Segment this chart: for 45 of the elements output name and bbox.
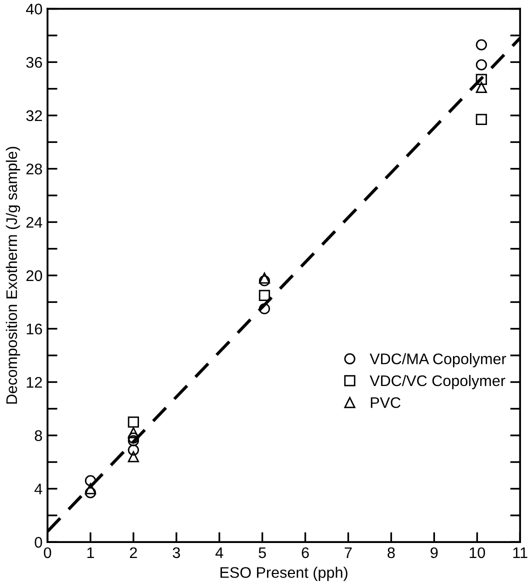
y-tick-label: 24 <box>26 216 42 228</box>
legend-label: PVC <box>370 397 400 408</box>
y-tick-label: 36 <box>26 56 42 68</box>
x-tick-label: 6 <box>302 547 309 558</box>
point <box>128 416 139 428</box>
y-axis-title: Decomposition Exotherm (J/g sample) <box>6 146 20 404</box>
y-tick-label: 40 <box>26 4 42 14</box>
point <box>258 275 270 286</box>
point <box>128 444 139 456</box>
y-tick-label: 8 <box>34 430 42 442</box>
x-tick-label: 0 <box>44 547 52 558</box>
x-tick-label: 5 <box>258 547 266 558</box>
point <box>84 487 96 498</box>
point <box>84 475 96 486</box>
point <box>258 290 270 301</box>
x-tick-label: 10 <box>470 547 486 558</box>
x-axis-title: ESO Present (pph) <box>220 566 348 581</box>
legend-label: VDC/MA Copolymer <box>370 353 506 368</box>
y-tick-label: 32 <box>26 110 42 122</box>
point <box>476 39 487 50</box>
point <box>128 427 139 438</box>
y-tick-label: 12 <box>26 376 42 388</box>
x-tick-label: 9 <box>430 547 438 558</box>
point <box>476 82 487 93</box>
y-tick-label: 16 <box>26 324 42 334</box>
x-tick-label: 2 <box>130 547 137 558</box>
x-tick-label: 3 <box>172 547 180 558</box>
legend-label: VDC/VC Copolymer <box>370 374 506 390</box>
y-tick-label: 0 <box>34 536 42 548</box>
point <box>128 435 139 446</box>
x-tick-label: 11 <box>513 547 528 558</box>
point <box>476 59 487 70</box>
x-tick-label: 4 <box>215 547 224 558</box>
point <box>476 114 487 125</box>
x-tick-label: 1 <box>87 547 94 558</box>
point <box>476 74 487 86</box>
point <box>258 303 270 314</box>
point <box>84 483 96 494</box>
x-tick-label: 7 <box>344 547 352 558</box>
x-tick-label: 8 <box>388 547 395 558</box>
y-tick-label: 20 <box>26 270 42 282</box>
point <box>258 272 270 284</box>
y-tick-label: 28 <box>26 164 42 174</box>
y-tick-label: 4 <box>34 484 42 494</box>
point <box>128 451 139 462</box>
